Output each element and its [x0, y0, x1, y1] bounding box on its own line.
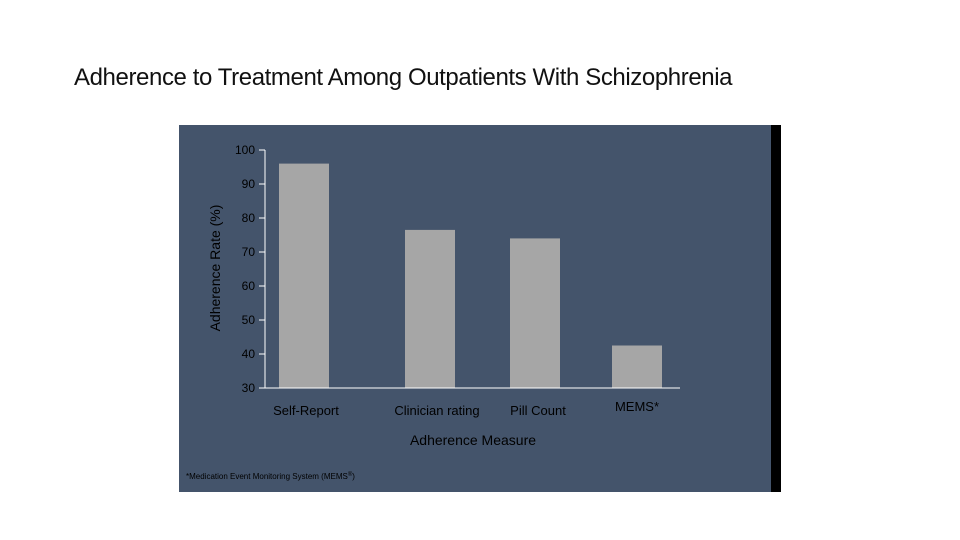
chart-panel: [179, 125, 771, 492]
y-tick-label: 60: [242, 279, 256, 293]
panel-edge: [771, 125, 781, 492]
y-tick-label: 40: [242, 347, 256, 361]
x-tick-label: MEMS*: [615, 399, 659, 414]
y-axis-label: Adherence Rate (%): [207, 205, 223, 332]
x-axis-label: Adherence Measure: [410, 432, 536, 448]
footnote-text: *Medication Event Monitoring System (MEM…: [186, 472, 348, 481]
y-tick-label: 100: [235, 143, 255, 157]
labels-layer: 100 90 80 70 60 50 40 30 Self-Report Clinician ra…: [235, 143, 659, 418]
axis-layer: [259, 149, 680, 389]
chart-footnote: *Medication Event Monitoring System (MEM…: [186, 471, 355, 481]
slide-title: Adherence to Treatment Among Outpatients…: [74, 64, 733, 91]
y-tick-label: 50: [242, 313, 256, 327]
bar-mems: [612, 345, 662, 388]
bar-pill-count: [510, 238, 560, 388]
x-tick-label: Pill Count: [510, 403, 566, 418]
x-tick-label: Self-Report: [273, 403, 339, 418]
y-tick-label: 70: [242, 245, 256, 259]
bar-self-report: [279, 163, 329, 388]
bar-clinician-rating: [405, 229, 455, 388]
x-tick-label: Clinician rating: [394, 403, 479, 418]
y-tick-label: 90: [242, 177, 256, 191]
y-tick-label: 80: [242, 211, 256, 225]
footnote-close: ): [352, 472, 355, 481]
footnote-superscript: ®: [348, 471, 353, 478]
bars-layer: [279, 163, 662, 388]
y-tick-label: 30: [242, 381, 256, 395]
